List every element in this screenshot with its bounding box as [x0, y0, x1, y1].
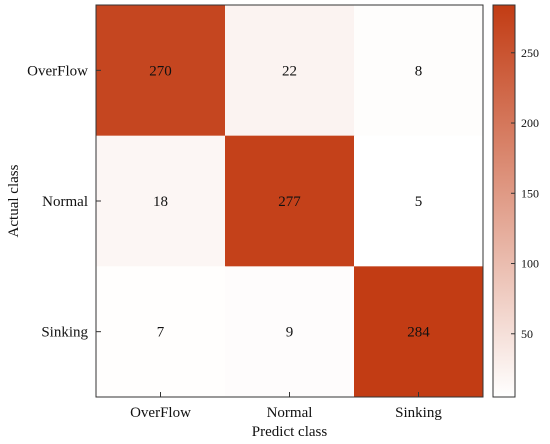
- cell-value-label: 5: [415, 194, 423, 210]
- x-axis-label: Predict class: [252, 424, 328, 440]
- heatmap-cell: [225, 266, 355, 398]
- heatmap-cell-labels: 270 22 8 18 277 5 7 9 284: [149, 63, 430, 340]
- cell-value-label: 18: [153, 194, 168, 210]
- x-tick-label: Sinking: [395, 405, 442, 421]
- x-tick-label: OverFlow: [130, 405, 191, 421]
- colorbar-tick-label: 150: [521, 186, 539, 200]
- cell-value-label: 277: [278, 194, 301, 210]
- heatmap-cell: [354, 266, 484, 398]
- x-axis-ticks: OverFlow Normal Sinking: [130, 392, 442, 421]
- y-tick-label: OverFlow: [27, 63, 88, 79]
- heatmap-cell: [96, 266, 226, 398]
- cell-value-label: 7: [157, 325, 165, 341]
- cell-value-label: 284: [407, 325, 430, 341]
- colorbar-tick-label: 250: [521, 46, 539, 60]
- cell-value-label: 270: [149, 63, 172, 79]
- colorbar-tick-label: 200: [521, 116, 539, 130]
- heatmap-cell: [96, 135, 226, 267]
- heatmap-cell: [354, 5, 484, 137]
- cell-value-label: 8: [415, 63, 423, 79]
- heatmap-cell: [225, 135, 355, 267]
- y-tick-label: Sinking: [41, 325, 88, 341]
- colorbar: [492, 4, 516, 398]
- colorbar-tick-label: 100: [521, 257, 539, 271]
- colorbar-ticks: 50 100 150 200 250: [511, 46, 539, 341]
- heatmap-cell: [225, 5, 355, 137]
- y-tick-label: Normal: [42, 194, 88, 210]
- y-axis-label: Actual class: [6, 164, 22, 237]
- cell-value-label: 9: [286, 325, 294, 341]
- heatmap-cell: [96, 5, 226, 137]
- x-tick-label: Normal: [267, 405, 313, 421]
- colorbar-tick-label: 50: [521, 327, 533, 341]
- heatmap-cell: [354, 135, 484, 267]
- heatmap-cells: [96, 5, 484, 398]
- cell-value-label: 22: [282, 63, 297, 79]
- y-axis-ticks: OverFlow Normal Sinking: [27, 63, 101, 341]
